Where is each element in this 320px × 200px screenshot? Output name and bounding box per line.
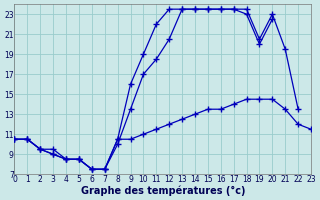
X-axis label: Graphe des températures (°c): Graphe des températures (°c) xyxy=(81,185,245,196)
